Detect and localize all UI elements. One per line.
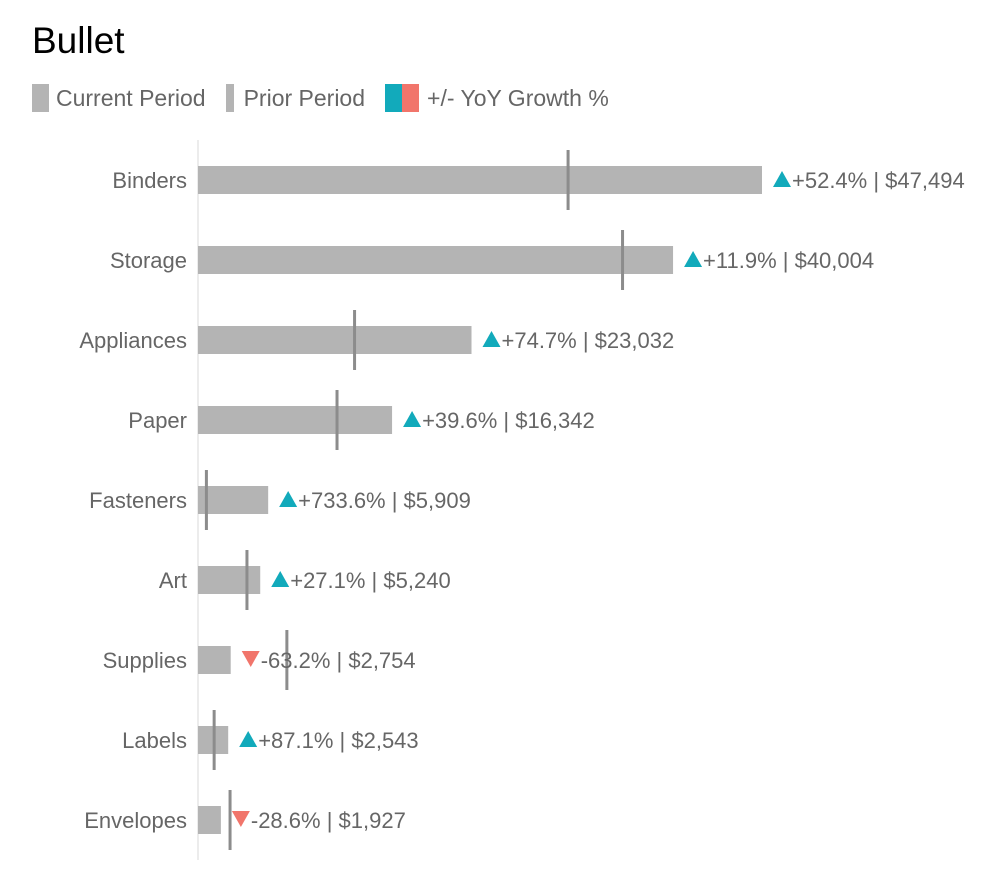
data-label: +74.7% | $23,032	[502, 328, 675, 353]
growth-up-icon	[239, 731, 258, 747]
category-label: Art	[159, 568, 187, 593]
current-period-bar	[198, 166, 762, 194]
category-label: Labels	[122, 728, 187, 753]
legend-swatch-growth	[385, 84, 420, 112]
legend-label-current: Current Period	[56, 84, 206, 111]
current-period-bar	[198, 406, 393, 434]
legend-swatch-current	[32, 84, 49, 112]
data-label: -63.2% | $2,754	[261, 648, 416, 673]
chart-legend: Current Period Prior Period +/- YoY Grow…	[32, 84, 629, 112]
growth-down-icon	[241, 651, 260, 667]
current-period-bar	[198, 246, 674, 274]
growth-up-icon	[271, 571, 290, 587]
category-label: Paper	[128, 408, 187, 433]
legend-item-prior: Prior Period	[225, 84, 366, 112]
data-label: +27.1% | $5,240	[290, 568, 450, 593]
data-label: +11.9% | $40,004	[703, 248, 874, 273]
category-label: Appliances	[79, 328, 187, 353]
chart-title: Bullet	[32, 20, 125, 61]
category-label: Storage	[110, 248, 187, 273]
legend-item-current: Current Period	[32, 84, 206, 112]
category-label: Supplies	[103, 648, 187, 673]
growth-up-icon	[279, 491, 298, 507]
legend-swatch-positive	[385, 84, 403, 112]
current-period-bar	[198, 646, 231, 674]
category-label: Fasteners	[89, 488, 187, 513]
growth-up-icon	[403, 411, 422, 427]
legend-item-growth: +/- YoY Growth %	[385, 84, 609, 112]
current-period-bar	[198, 566, 261, 594]
legend-swatch-negative	[402, 84, 420, 112]
growth-up-icon	[773, 171, 791, 187]
growth-down-icon	[231, 811, 250, 827]
growth-up-icon	[684, 251, 703, 267]
category-label: Binders	[112, 168, 187, 193]
current-period-bar	[198, 326, 472, 354]
data-label: -28.6% | $1,927	[251, 808, 406, 833]
data-label: +733.6% | $5,909	[298, 488, 471, 513]
data-label: +39.6% | $16,342	[422, 408, 595, 433]
growth-up-icon	[482, 331, 501, 347]
current-period-bar	[198, 486, 269, 514]
legend-label-growth: +/- YoY Growth %	[427, 84, 609, 111]
data-label: +52.4% | $47,494	[792, 168, 965, 193]
legend-swatch-prior	[225, 84, 234, 112]
legend-label-prior: Prior Period	[243, 84, 366, 111]
data-label: +87.1% | $2,543	[258, 728, 418, 753]
current-period-bar	[198, 806, 221, 834]
category-label: Envelopes	[84, 808, 187, 833]
